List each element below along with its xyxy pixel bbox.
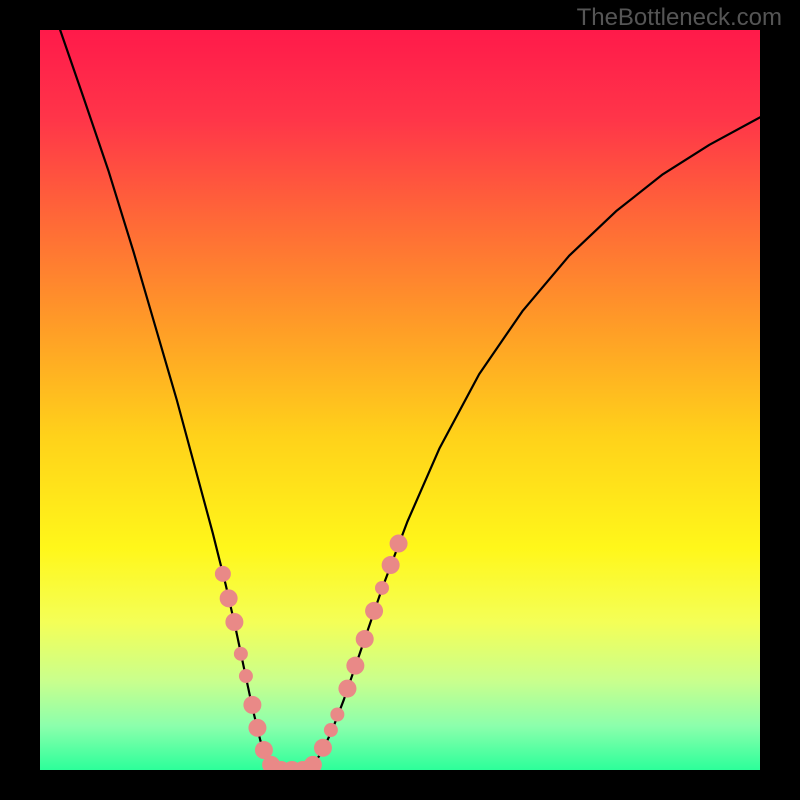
data-marker xyxy=(382,556,400,574)
chart-container: TheBottleneck.com xyxy=(0,0,800,800)
data-marker xyxy=(243,696,261,714)
data-marker xyxy=(239,669,253,683)
data-marker xyxy=(346,657,364,675)
data-marker xyxy=(225,613,243,631)
data-marker xyxy=(215,566,231,582)
data-marker xyxy=(375,581,389,595)
data-marker xyxy=(220,589,238,607)
data-marker xyxy=(338,680,356,698)
data-marker xyxy=(324,723,338,737)
plot-svg xyxy=(40,30,760,770)
data-marker xyxy=(314,739,332,757)
data-marker xyxy=(390,535,408,553)
data-marker xyxy=(365,602,383,620)
data-marker xyxy=(248,719,266,737)
data-marker xyxy=(234,647,248,661)
gradient-background xyxy=(40,30,760,770)
data-marker xyxy=(356,630,374,648)
watermark-text: TheBottleneck.com xyxy=(577,4,782,32)
data-marker xyxy=(330,708,344,722)
plot-area xyxy=(40,30,760,770)
